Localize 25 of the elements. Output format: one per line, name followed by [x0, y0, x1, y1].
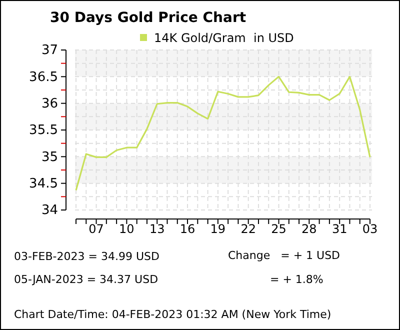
legend-label: 14K Gold/Gram in USD	[154, 31, 294, 45]
x-tick-label: 03	[362, 222, 378, 236]
y-tick-label: 36	[41, 96, 58, 112]
x-tick-label: 28	[302, 222, 317, 236]
chart-title: 30 Days Gold Price Chart	[50, 10, 246, 26]
text: = + 1.8%	[270, 273, 324, 286]
y-tick-label: 35.5	[29, 123, 58, 138]
text: Chart Date/Time: 04-FEB-2023 01:32 AM (New York Time)	[14, 308, 332, 321]
x-tick-label: 25	[271, 222, 286, 236]
x-tick-label: 22	[240, 222, 256, 236]
y-tick-label: 37	[41, 43, 58, 58]
x-tick-label: 19	[210, 222, 226, 236]
y-tick-label: 35	[41, 150, 58, 165]
y-tick-label: 34	[41, 203, 58, 218]
x-tick-label: 10	[119, 222, 134, 236]
x-tick-label: 13	[149, 222, 165, 236]
y-tick-label: 36.5	[29, 70, 58, 85]
x-tick-label: 16	[180, 222, 196, 236]
text: 03-FEB-2023 = 34.99 USD	[14, 250, 160, 263]
line-series	[75, 76, 371, 192]
x-tick-label: 07	[88, 222, 104, 236]
text: 05-JAN-2023 = 34.37 USD	[14, 273, 158, 286]
text: Change = + 1 USD	[228, 249, 340, 262]
x-tick-label: 31	[332, 222, 348, 236]
y-tick-label: 34.5	[29, 176, 58, 192]
